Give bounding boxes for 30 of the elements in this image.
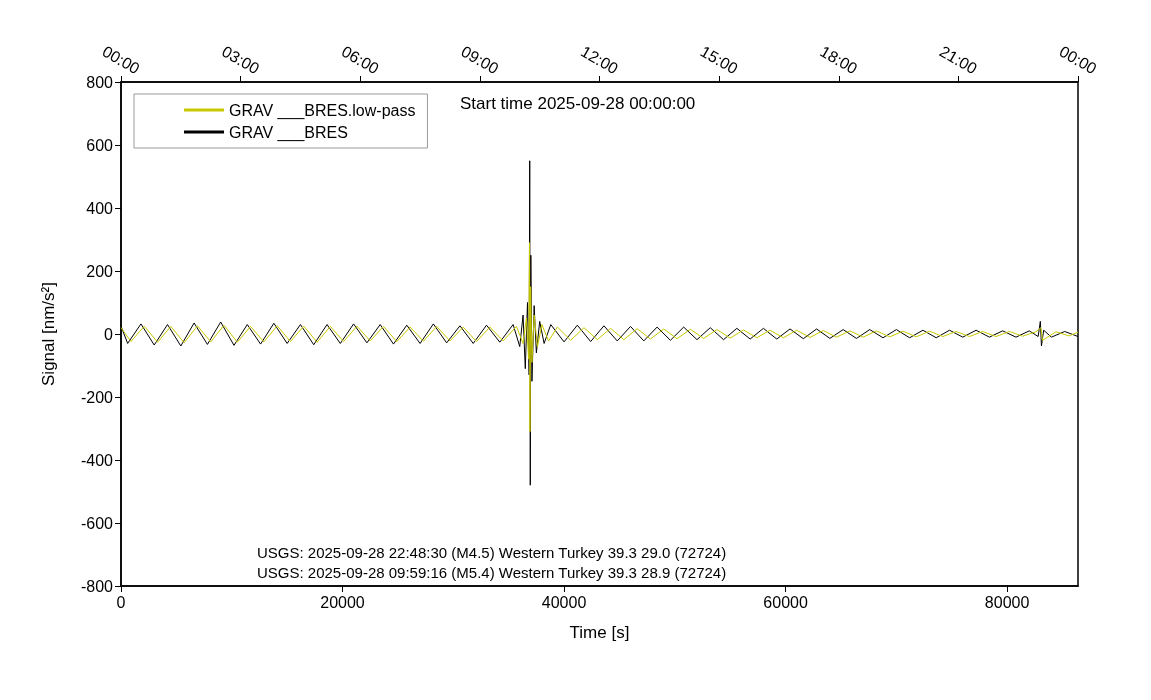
y-tick-label: 0	[104, 325, 114, 343]
legend-label: GRAV ___BRES.low-pass	[229, 101, 416, 120]
annotation: USGS: 2025-09-28 22:48:30 (M4.5) Western Turkey 39.3 29.0 (72724)	[257, 544, 727, 561]
x2-tick-label: 06:00	[338, 42, 382, 78]
x-axis-title: Time [s]	[569, 623, 630, 642]
annotation: USGS: 2025-09-28 09:59:16 (M5.4) Western Turkey 39.3 28.9 (72724)	[257, 564, 727, 581]
x-tick-label: 60000	[763, 593, 808, 611]
line-series	[120, 242, 1079, 433]
x2-tick-label: 09:00	[458, 42, 502, 78]
x2-tick-label: 00:00	[1056, 42, 1100, 78]
y-tick-label: 600	[86, 136, 114, 154]
x2-tick-label: 21:00	[936, 42, 981, 78]
y-tick-label: 200	[86, 262, 114, 280]
x-tick-label: 20000	[320, 593, 365, 611]
y-tick-label: -400	[80, 451, 114, 469]
x-tick-label: 80000	[984, 593, 1030, 611]
y-tick-label: -200	[80, 388, 114, 406]
y-tick-label: 400	[86, 199, 114, 217]
x2-tick-label: 18:00	[817, 42, 861, 78]
y-axis-title: Signal [nm/s²]	[39, 282, 58, 386]
y-tick-label: 800	[86, 73, 114, 91]
y-tick-label: -600	[80, 514, 114, 532]
annotation: Start time 2025-09-28 00:00:00	[460, 94, 696, 113]
x2-tick-label: 03:00	[219, 42, 263, 78]
x2-tick-label: 15:00	[697, 42, 741, 78]
x2-tick-label: 12:00	[577, 42, 622, 78]
x-tick-label: 0	[116, 593, 126, 611]
y-tick-label: -800	[80, 577, 114, 595]
legend-label: GRAV ___BRES	[229, 123, 348, 142]
x-tick-label: 40000	[541, 593, 587, 611]
